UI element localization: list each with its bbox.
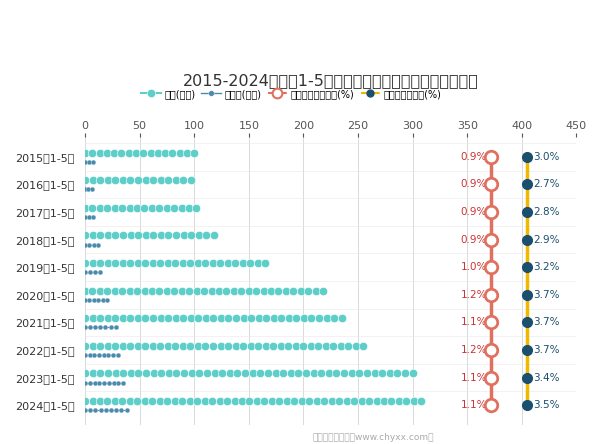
Text: 0.9%: 0.9% (461, 234, 487, 245)
Text: 0.9%: 0.9% (461, 152, 487, 162)
Text: 3.2%: 3.2% (533, 262, 559, 272)
Text: 制图：智研咨询（www.chyxx.com）: 制图：智研咨询（www.chyxx.com） (312, 433, 434, 442)
Text: 1.0%: 1.0% (461, 262, 487, 272)
Legend: 存货(亿元), 产成品(亿元), 存货占流动资产比(%), 存货占总资产比(%): 存货(亿元), 产成品(亿元), 存货占流动资产比(%), 存货占总资产比(%) (137, 85, 445, 103)
Text: 1.1%: 1.1% (461, 373, 487, 383)
Text: 3.7%: 3.7% (533, 317, 559, 327)
Text: 0.9%: 0.9% (461, 207, 487, 217)
Text: 1.1%: 1.1% (461, 400, 487, 410)
Title: 2015-2024年各年1-5月水的生产和供应业企业存货统计图: 2015-2024年各年1-5月水的生产和供应业企业存货统计图 (183, 73, 479, 88)
Text: 3.7%: 3.7% (533, 345, 559, 355)
Text: 2.7%: 2.7% (533, 179, 559, 190)
Text: 3.5%: 3.5% (533, 400, 559, 410)
Text: 1.2%: 1.2% (461, 345, 487, 355)
Text: 2.8%: 2.8% (533, 207, 559, 217)
Text: 3.0%: 3.0% (533, 152, 559, 162)
Text: 0.9%: 0.9% (461, 179, 487, 190)
Text: 1.1%: 1.1% (461, 317, 487, 327)
Text: 1.2%: 1.2% (461, 290, 487, 300)
Text: 3.7%: 3.7% (533, 290, 559, 300)
Text: 3.4%: 3.4% (533, 373, 559, 383)
Text: 2.9%: 2.9% (533, 234, 559, 245)
